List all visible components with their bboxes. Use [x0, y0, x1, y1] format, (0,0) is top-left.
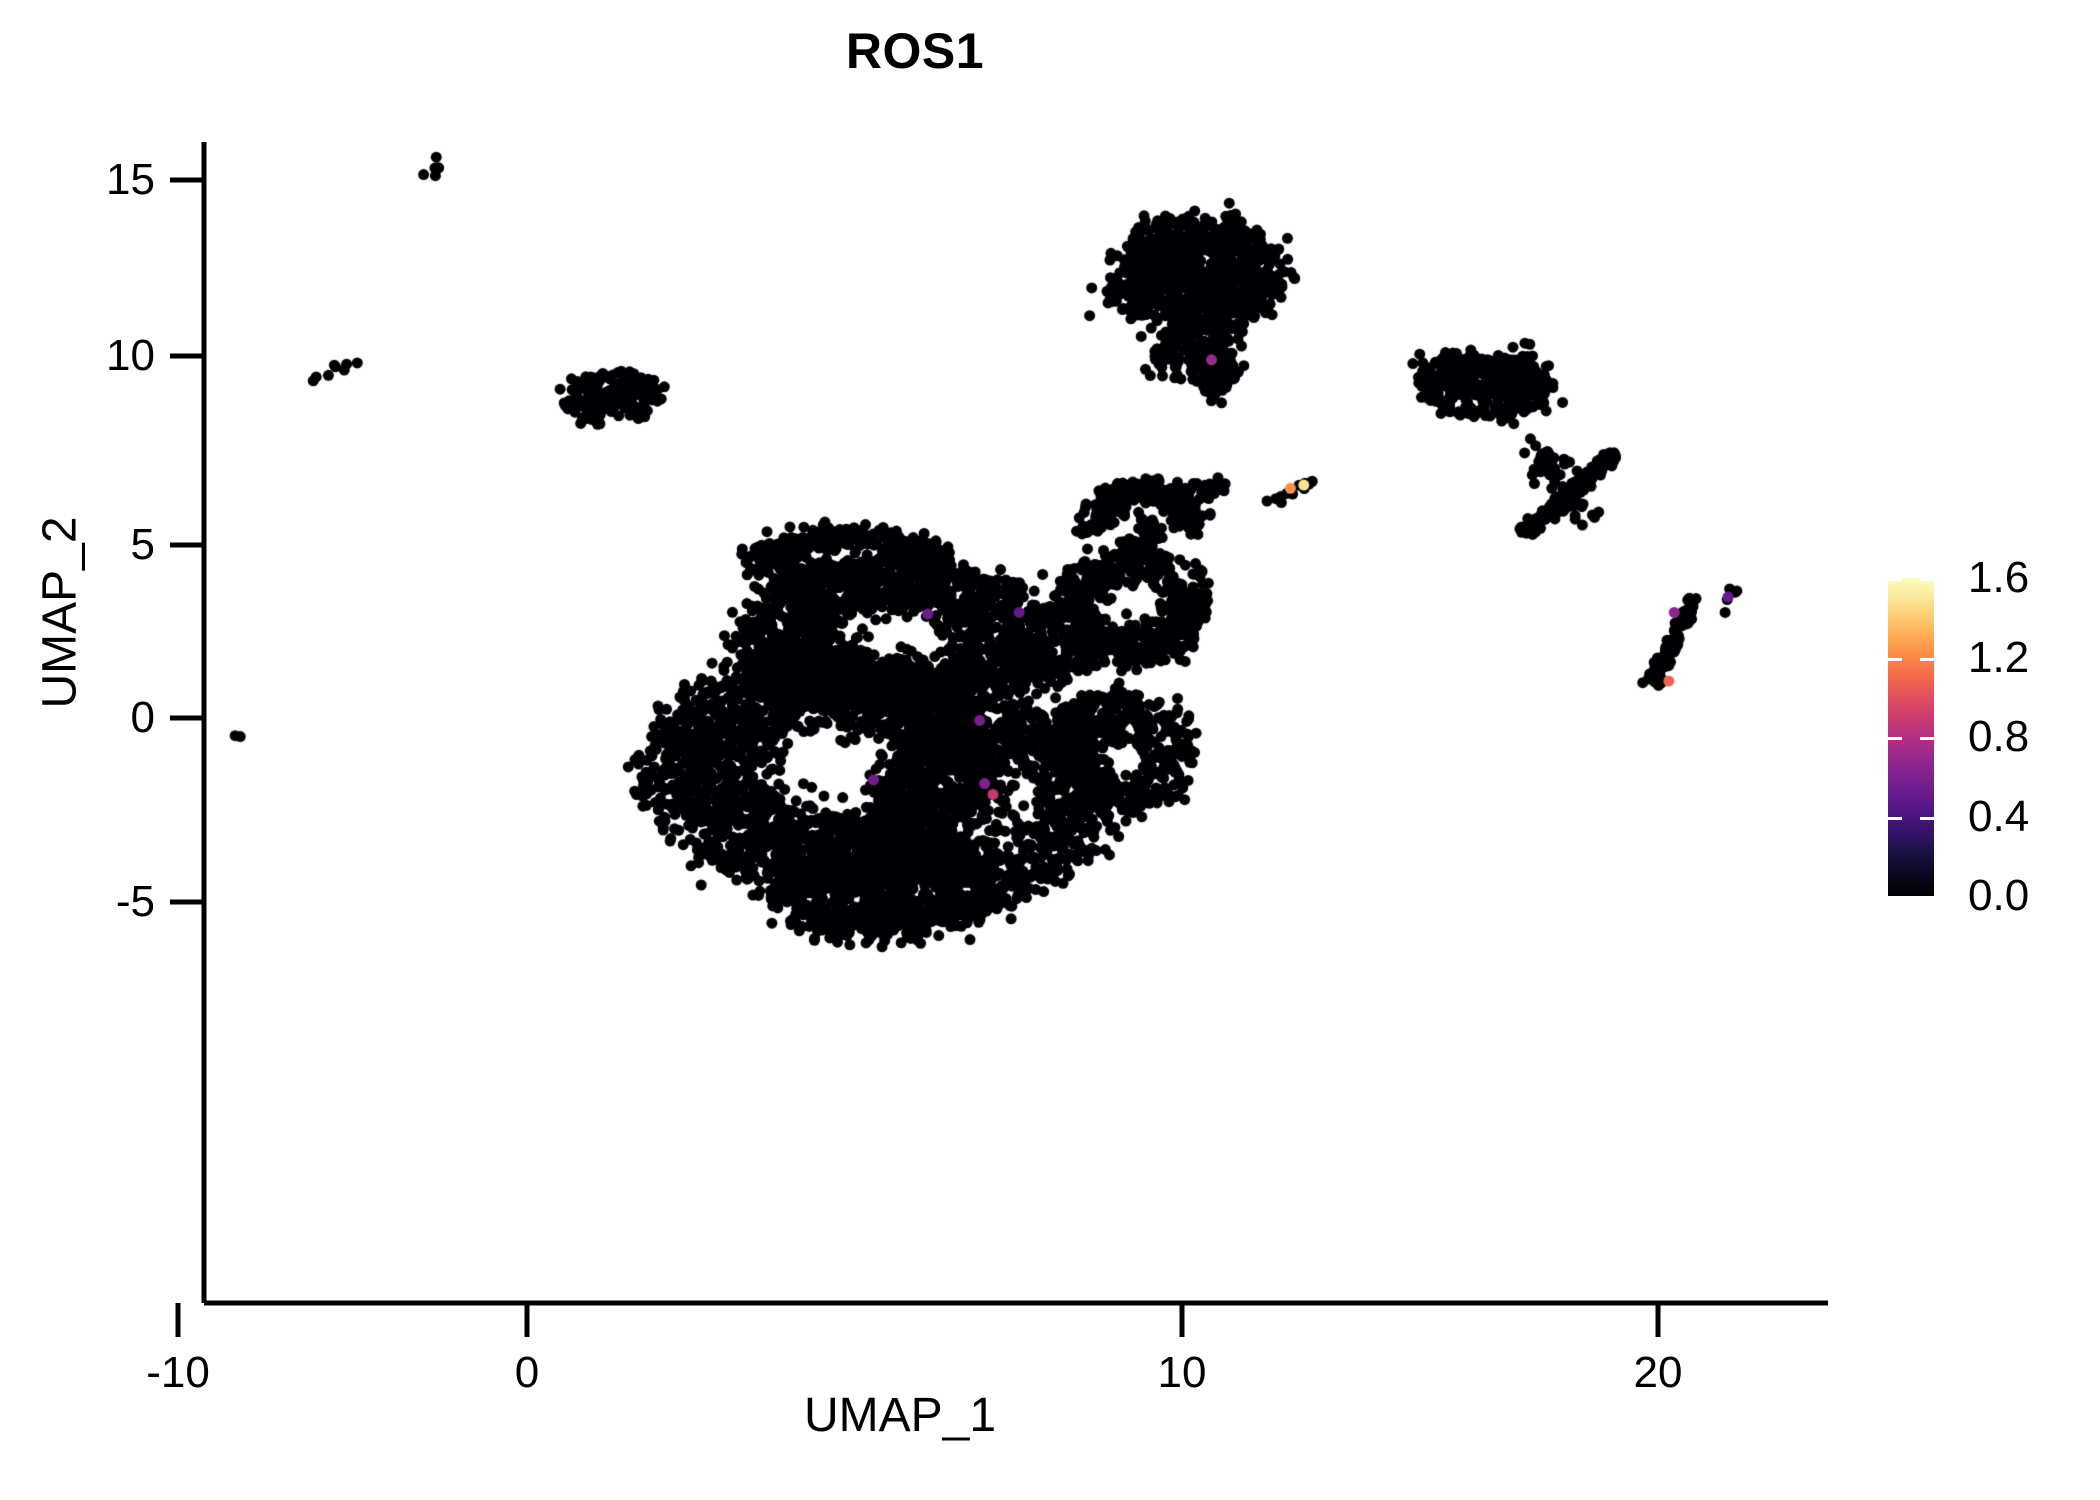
colorbar-tick-mark	[1888, 658, 1902, 661]
x-tick-label: 10	[1157, 1348, 1207, 1397]
colorbar-tick-mark	[1920, 896, 1934, 899]
y-axis-title: UMAP_2	[33, 516, 87, 709]
colorbar-tick-mark	[1920, 817, 1934, 820]
colorbar-tick-label: 0.4	[1968, 791, 2030, 841]
colorbar-tick-mark	[1888, 578, 1902, 581]
x-axis-ticks	[175, 1303, 1661, 1337]
x-axis-title: UMAP_1	[803, 1389, 997, 1442]
colorbar-tick-mark	[1888, 896, 1902, 899]
y-axis-ticks	[170, 177, 204, 905]
colorbar-tick-mark	[1920, 658, 1934, 661]
y-tick-label: 10	[106, 331, 155, 380]
colorbar-tick-label: 1.2	[1968, 632, 2030, 682]
y-tick-label: 0	[130, 693, 155, 742]
colorbar-tick-label: 0.8	[1968, 712, 2030, 761]
x-tick-label: 20	[1633, 1348, 1683, 1397]
x-tick-label: -10	[146, 1348, 210, 1397]
colorbar-tick-mark	[1888, 737, 1902, 740]
y-tick-label: -5	[115, 877, 155, 926]
colorbar-tick-label: 1.6	[1968, 553, 2030, 602]
colorbar-tick-label: 0.0	[1968, 871, 2030, 920]
y-tick-label: 5	[130, 520, 155, 569]
colorbar-tick-mark	[1888, 817, 1902, 820]
x-tick-label: 0	[514, 1348, 540, 1397]
colorbar-tick-mark	[1920, 578, 1934, 581]
colorbar-tick-mark	[1920, 737, 1934, 740]
y-tick-label: 15	[106, 155, 155, 204]
